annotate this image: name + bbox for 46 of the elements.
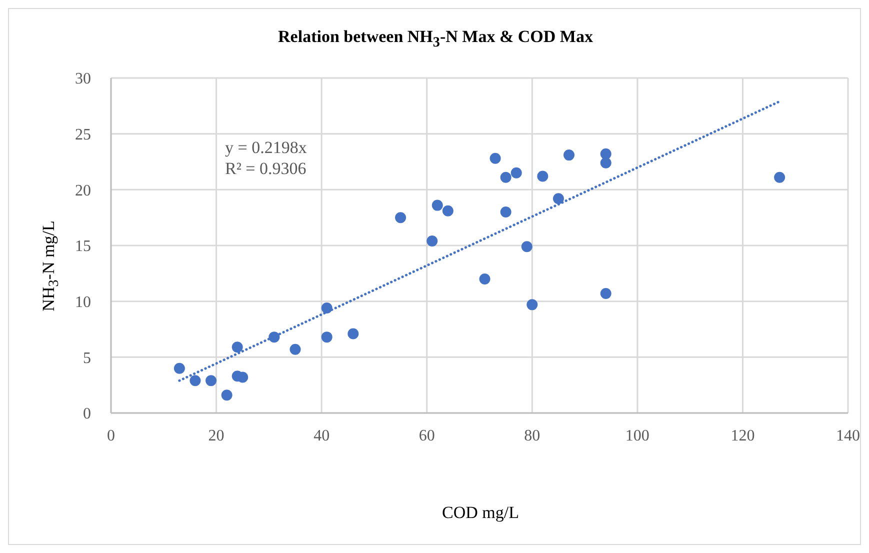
y-tick-label: 20 [75, 182, 91, 200]
point [426, 236, 438, 247]
x-tick-label: 80 [524, 427, 540, 444]
point [432, 200, 443, 211]
y-tick-label: 10 [75, 294, 91, 312]
y-tick-label: 25 [75, 126, 91, 144]
point [552, 193, 564, 204]
point [290, 344, 301, 355]
point [500, 206, 512, 218]
y-tick-label: 30 [75, 70, 91, 88]
point [221, 390, 232, 401]
point [321, 332, 332, 343]
point [395, 212, 406, 224]
point [500, 172, 512, 183]
point [510, 167, 522, 178]
y-tick-label: 5 [83, 350, 91, 367]
annotation: R² = 0.9306 [225, 158, 307, 179]
point [600, 288, 612, 300]
point [600, 148, 612, 160]
point [206, 375, 217, 386]
chart-title: Relation between NH$_{3}$-N Max & COD Max [277, 27, 594, 52]
point [479, 274, 490, 284]
point [174, 362, 185, 374]
x-tick-label: 120 [730, 427, 755, 444]
point [600, 157, 612, 168]
point [237, 372, 248, 383]
point [490, 152, 501, 164]
y-tick-label: 0 [83, 406, 91, 423]
point [190, 375, 201, 386]
point [521, 241, 532, 252]
point [563, 150, 574, 161]
x-tick-label: 140 [836, 427, 860, 444]
x-tick-label: 60 [418, 427, 435, 444]
point [537, 170, 548, 182]
annotation: y = 0.2198x [225, 137, 307, 158]
x-tick-label: 100 [625, 427, 650, 444]
y-tick-label: 15 [75, 238, 91, 256]
x-tick-label: 0 [107, 427, 115, 444]
point [526, 299, 538, 310]
point [774, 172, 786, 183]
point [442, 205, 454, 216]
x-axis-title: COD mg/L [441, 503, 520, 523]
x-tick-label: 40 [314, 427, 330, 444]
point [232, 342, 243, 353]
point [348, 328, 359, 340]
x-tick-label: 20 [208, 427, 224, 444]
